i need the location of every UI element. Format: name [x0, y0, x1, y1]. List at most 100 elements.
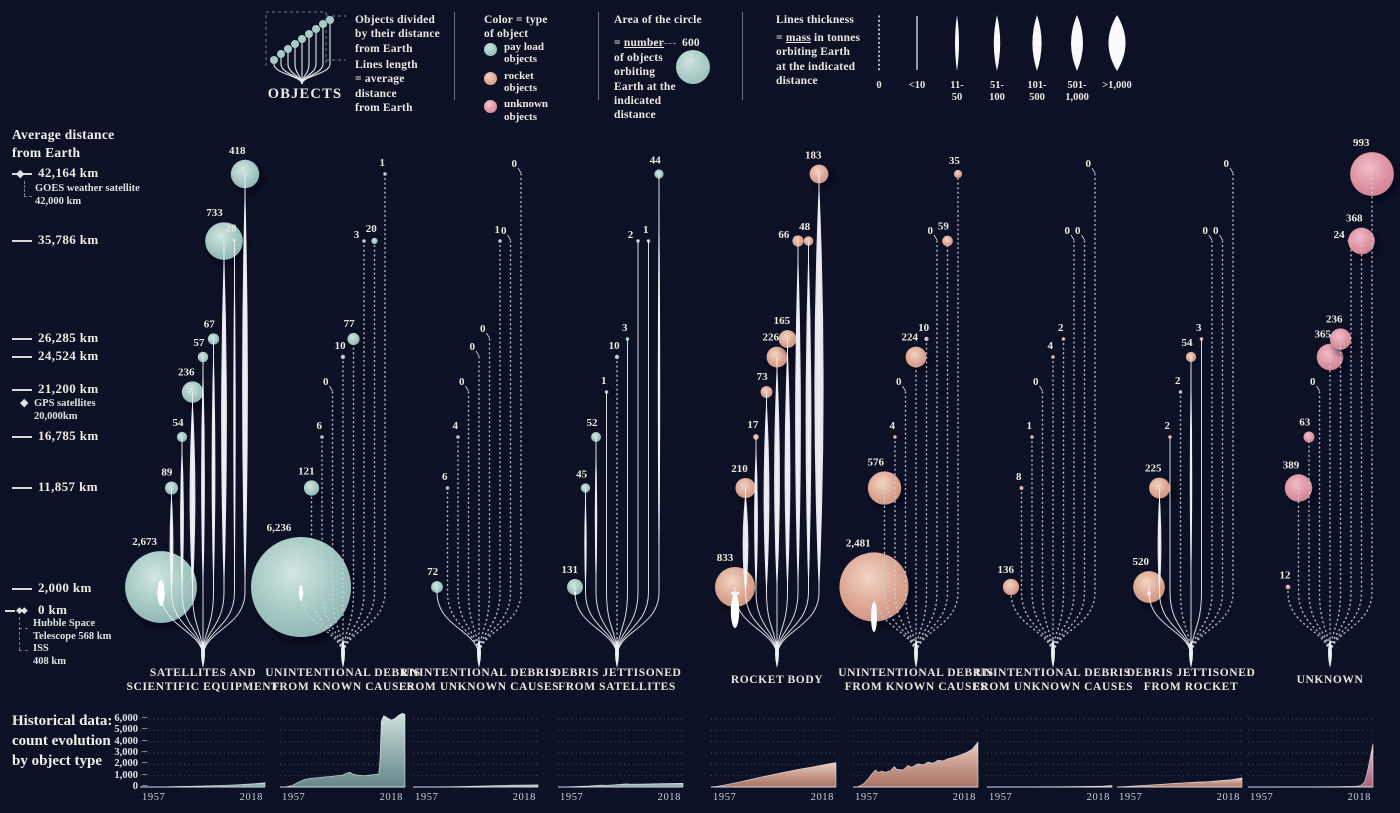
zero-slash	[1081, 234, 1085, 241]
history-year-start: 1957	[713, 792, 736, 803]
bubble-count: 136	[998, 564, 1015, 576]
bubble-count: 0	[470, 341, 476, 353]
history-area	[1116, 777, 1243, 788]
area-ref-value: 600	[682, 37, 700, 49]
glyph-bubble	[326, 16, 334, 24]
column-label: ROCKET BODY	[731, 674, 823, 686]
glyph-bubble	[284, 45, 292, 53]
axis-tick-label: 16,785 km	[38, 428, 99, 443]
column-bubbles	[839, 169, 979, 788]
axis-tick-line	[12, 487, 32, 489]
bubble-count: 183	[805, 150, 822, 162]
bubble-count: 35	[949, 155, 961, 167]
glyph-bubble	[305, 30, 313, 38]
glyph-bubble	[298, 35, 306, 43]
axis-tick-line	[12, 436, 32, 438]
thickness-shape-icon	[1071, 15, 1083, 71]
column-label: FROM UNKNOWN CAUSES	[973, 681, 1133, 693]
strand-mass-lens	[814, 178, 824, 596]
strand-dotted	[1190, 240, 1213, 658]
strand-dotted	[915, 338, 928, 658]
column-label: DEBRIS JETTISONED	[553, 667, 682, 679]
history-year-start: 1957	[989, 792, 1012, 803]
color-dot-icon	[484, 71, 497, 85]
bubble-count: 48	[799, 221, 811, 233]
strand-line	[616, 339, 628, 658]
bubble-count: 77	[344, 318, 356, 330]
bubble-count: 2	[1058, 322, 1064, 334]
thickness-bin-label: 501- 1,000	[1065, 80, 1089, 103]
glyph-bubble	[270, 56, 278, 64]
history-area	[139, 782, 266, 788]
axis-tick-line	[12, 173, 32, 175]
bubble-count: 6,236	[267, 522, 292, 534]
funnel-tip	[615, 638, 619, 668]
strand-mass-lens	[189, 396, 196, 596]
bubble-count: 365	[1314, 329, 1331, 341]
header-divider	[454, 12, 455, 100]
history-year-start: 1957	[415, 792, 438, 803]
mass-highlight-lens	[157, 580, 165, 606]
strand-mass-lens	[730, 591, 740, 596]
column-label: UNINTENTIONAL DEBRIS	[975, 667, 1130, 679]
bubble-count: 1	[495, 224, 501, 236]
bubble-count: 59	[938, 221, 950, 233]
hubble-annotation: Hubble Space Telescope 568 km	[33, 618, 112, 642]
strand-mass-lens	[1157, 492, 1162, 596]
glyph-line	[280, 54, 303, 85]
bubble-count: 72	[427, 566, 439, 578]
column-labels: 1957 2018 833 210 17 73 226 165 66 48 183 ROCKET BO…	[713, 150, 833, 803]
bubble-count: 0	[480, 323, 486, 335]
bubble-count: 121	[298, 465, 315, 477]
glyph-dashed-frame	[265, 11, 327, 66]
iss-connector	[19, 650, 28, 651]
column-label: FROM KNOWN CAUSES	[272, 681, 414, 693]
funnel-tip	[477, 638, 481, 668]
strand-dotted	[1052, 240, 1086, 658]
bubble-count: 3	[1196, 322, 1202, 334]
history-area	[1247, 743, 1374, 788]
column-label: SCIENTIFIC EQUIPMENT	[127, 681, 280, 693]
history-y-tick: –	[142, 757, 148, 769]
thickness-shape-icon	[1108, 15, 1126, 71]
column-label: UNINTENTIONAL DEBRIS	[401, 667, 556, 679]
bubble-count: 1	[380, 157, 386, 169]
axis-title: Average distance from Earth	[12, 127, 115, 160]
bubble-count: 54	[1182, 337, 1194, 349]
history-area	[557, 782, 684, 788]
objects-glyph-label: OBJECTS	[267, 86, 343, 102]
strand-line	[436, 587, 480, 658]
strand-mass-lens	[242, 178, 248, 596]
bubble-count: 10	[918, 322, 930, 334]
column-label: FROM UNKNOWN CAUSES	[399, 681, 559, 693]
strand-line	[1190, 339, 1202, 658]
history-y-tick: –	[142, 723, 148, 735]
thickness-legend-title: Lines thickness	[776, 14, 855, 26]
bubble-count: 2	[1175, 375, 1181, 387]
strand-mass-lens	[784, 343, 791, 596]
strand-line	[776, 241, 809, 658]
bubble-count: 67	[204, 318, 216, 330]
column-label: UNKNOWN	[1297, 674, 1364, 686]
zero-slash	[329, 385, 333, 392]
iss-annotation: ISS 408 km	[33, 643, 66, 667]
bubble-count: 2	[628, 229, 634, 241]
strand-line	[776, 174, 820, 658]
color-legend-item: pay load objects	[484, 41, 548, 66]
bubble-count: 45	[576, 468, 588, 480]
bubble-count: 210	[731, 463, 748, 475]
hubble-connector	[19, 628, 28, 629]
column-strands	[436, 173, 522, 658]
column-bubbles	[986, 337, 1113, 788]
color-legend-label: rocket objects	[504, 69, 537, 94]
zero-slash	[1219, 234, 1223, 241]
bubble-count: 0	[323, 376, 329, 388]
column-label: FROM KNOWN CAUSES	[845, 681, 987, 693]
bubble-count: 0	[1086, 158, 1092, 170]
bubble-count: 0	[1065, 225, 1071, 237]
history-year-start: 1957	[142, 792, 165, 803]
